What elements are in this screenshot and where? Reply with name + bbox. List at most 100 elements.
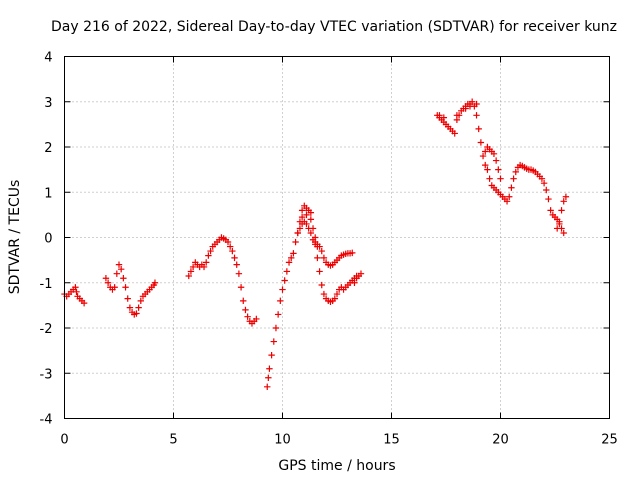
data-point xyxy=(495,166,502,173)
data-point xyxy=(320,254,328,262)
data-point xyxy=(233,261,240,268)
data-point xyxy=(207,247,214,255)
data-point xyxy=(111,284,118,291)
data-point xyxy=(102,275,110,282)
data-point xyxy=(115,261,123,268)
y-tick-label: 1 xyxy=(44,186,52,201)
data-point xyxy=(545,195,552,203)
data-point xyxy=(506,193,513,200)
data-point xyxy=(503,198,511,205)
data-point xyxy=(453,112,461,119)
x-tick-label: 25 xyxy=(601,433,618,448)
data-point xyxy=(73,288,80,295)
data-point xyxy=(151,279,159,286)
data-point xyxy=(120,275,127,282)
data-point xyxy=(200,263,208,271)
data-point xyxy=(556,218,563,225)
data-point xyxy=(137,297,144,305)
y-tick-label: 3 xyxy=(44,96,52,111)
data-point xyxy=(320,290,328,298)
data-point xyxy=(333,290,341,298)
data-point xyxy=(290,250,297,257)
data-point xyxy=(235,270,243,277)
data-point xyxy=(104,279,112,286)
data-point xyxy=(307,209,315,216)
data-point xyxy=(484,166,491,173)
data-point xyxy=(294,229,301,237)
data-point xyxy=(283,268,291,275)
plot-frame xyxy=(64,56,610,419)
data-point xyxy=(281,277,288,284)
data-point xyxy=(265,374,272,381)
data-point xyxy=(560,229,567,237)
data-point xyxy=(80,299,88,307)
data-point xyxy=(351,279,358,286)
y-tick-label: -4 xyxy=(40,413,53,428)
data-point xyxy=(185,272,192,280)
data-point xyxy=(543,186,550,194)
data-point xyxy=(277,297,284,305)
x-tick-label: 15 xyxy=(383,433,400,448)
data-point xyxy=(244,313,251,320)
data-point xyxy=(486,175,493,182)
data-point xyxy=(135,304,142,311)
x-tick-label: 5 xyxy=(169,433,177,448)
data-point xyxy=(510,175,517,182)
data-point xyxy=(296,225,304,232)
axes: 0 5 10 15 20 25 -4 -3 -2 -1 0 1 2 3 4 xyxy=(40,51,618,448)
data-point xyxy=(562,193,570,200)
data-point xyxy=(305,225,312,232)
data-point xyxy=(124,295,131,302)
data-point xyxy=(303,220,310,228)
data-point xyxy=(331,295,339,302)
data-point xyxy=(314,254,321,262)
data-point xyxy=(113,270,121,277)
data-point xyxy=(451,130,458,137)
data-point xyxy=(285,259,293,266)
data-point xyxy=(303,211,310,219)
grid xyxy=(64,56,610,419)
data-point xyxy=(477,139,485,146)
data-point xyxy=(508,184,515,191)
data-point xyxy=(547,207,554,214)
data-point xyxy=(72,284,79,291)
data-point xyxy=(270,338,277,345)
data-point xyxy=(229,247,236,255)
data-point xyxy=(312,234,319,241)
y-tick-label: -2 xyxy=(40,322,53,337)
data-point xyxy=(268,351,275,359)
data-point xyxy=(512,168,519,176)
data-point xyxy=(187,268,195,275)
y-tick-label: -3 xyxy=(40,367,53,382)
data-point xyxy=(473,112,480,119)
data-point xyxy=(298,207,306,214)
data-point xyxy=(318,247,325,255)
data-point xyxy=(279,286,286,293)
y-tick-label: -1 xyxy=(40,277,53,292)
data-point xyxy=(264,383,271,391)
data-point xyxy=(307,229,315,237)
y-tick-label: 0 xyxy=(44,232,52,247)
data-point xyxy=(475,125,482,133)
data-point xyxy=(240,297,247,305)
data-point xyxy=(553,225,561,232)
data-point xyxy=(560,198,567,205)
y-axis-label: SDTVAR / TECUs xyxy=(7,180,23,295)
data-point xyxy=(292,238,299,246)
data-point xyxy=(490,150,498,157)
data-point xyxy=(122,284,129,291)
data-point xyxy=(316,268,323,275)
data-point xyxy=(272,324,280,332)
data-point xyxy=(288,254,295,262)
data-point xyxy=(224,238,232,246)
data-point xyxy=(318,281,325,289)
data-point xyxy=(237,284,245,291)
data-point xyxy=(482,148,489,155)
data-point xyxy=(231,254,238,262)
x-tick-label: 0 xyxy=(60,433,68,448)
data-point xyxy=(538,175,546,182)
data-point xyxy=(133,310,140,317)
data-point xyxy=(266,365,273,372)
data-point xyxy=(349,249,356,257)
